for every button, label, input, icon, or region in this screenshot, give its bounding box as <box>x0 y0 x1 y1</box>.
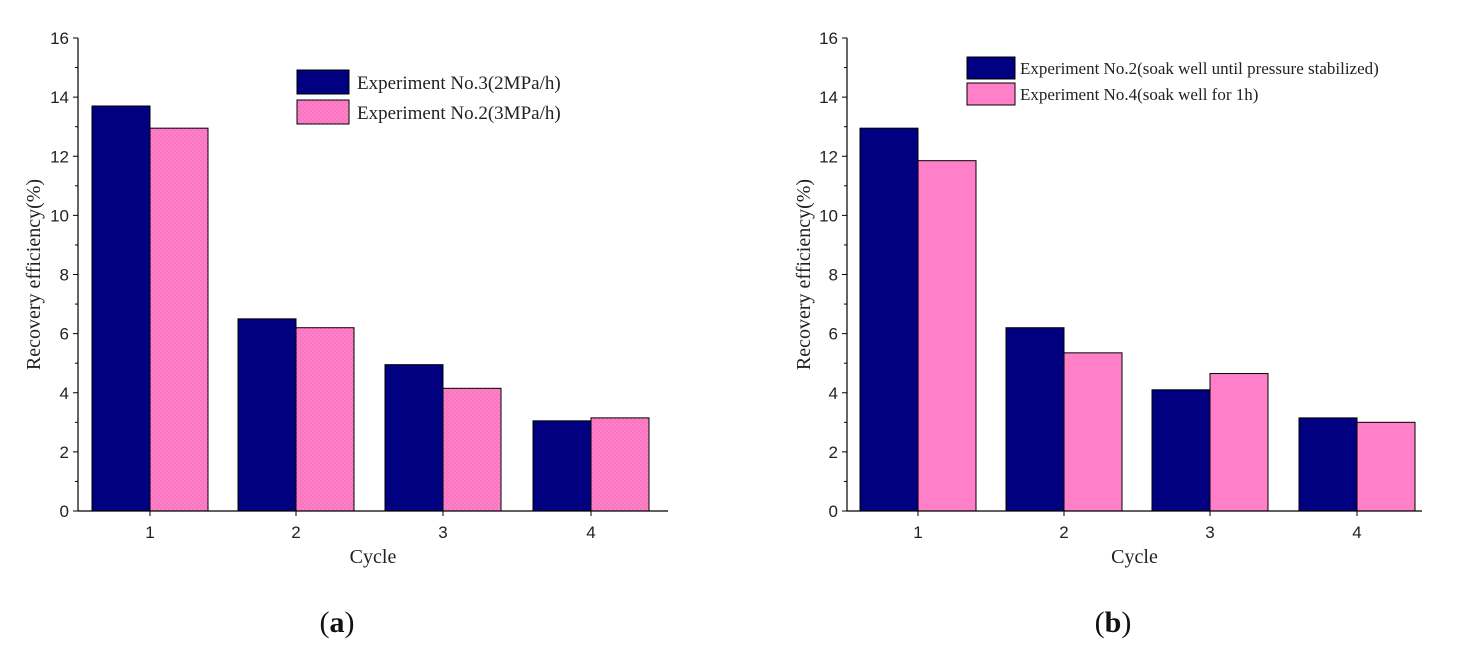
y-tick-label: 10 <box>50 206 69 225</box>
x-tick-label: 4 <box>1352 523 1361 542</box>
x-tick-label: 1 <box>913 523 922 542</box>
x-tick-label: 4 <box>586 523 595 542</box>
bar-series-1-cycle-3 <box>384 364 444 512</box>
legend-swatch-2 <box>966 82 1016 106</box>
y-tick-label: 0 <box>829 502 838 521</box>
y-tick-label: 2 <box>60 443 69 462</box>
x-tick-label: 2 <box>291 523 300 542</box>
legend-label-2: Experiment No.2(3MPa/h) <box>357 103 561 124</box>
bar-series-1-cycle-4 <box>532 420 592 512</box>
y-tick-label: 16 <box>819 29 838 48</box>
bar-series-2-cycle-1 <box>917 160 977 512</box>
y-tick-label: 10 <box>819 206 838 225</box>
panel-letter-b: b <box>1105 606 1122 639</box>
legend-swatch-1 <box>966 56 1016 80</box>
y-tick-label: 14 <box>50 88 69 107</box>
bar-series-2-cycle-2 <box>295 327 355 512</box>
bar-series-2-cycle-4 <box>1356 421 1416 512</box>
y-tick-label: 0 <box>60 502 69 521</box>
legend-swatch-2 <box>296 99 350 125</box>
bar-series-2-cycle-3 <box>1209 373 1269 512</box>
x-tick-label: 3 <box>1205 523 1214 542</box>
y-tick-label: 12 <box>50 147 69 166</box>
y-tick-label: 6 <box>829 325 838 344</box>
x-tick-label: 1 <box>145 523 154 542</box>
panel-caption-a: (a) <box>320 606 355 639</box>
bars-group <box>859 127 1416 512</box>
panel-caption-b: (b) <box>1095 606 1132 639</box>
y-tick-label: 2 <box>829 443 838 462</box>
y-tick-label: 4 <box>829 384 838 403</box>
bar-series-1-cycle-2 <box>237 318 297 512</box>
bar-series-1-cycle-3 <box>1151 389 1211 512</box>
x-tick-label: 2 <box>1059 523 1068 542</box>
y-tick-label: 8 <box>60 266 69 285</box>
y-tick-label: 8 <box>829 266 838 285</box>
bar-series-1-cycle-1 <box>91 105 151 512</box>
y-tick-label: 14 <box>819 88 838 107</box>
legend: Experiment No.2(soak well until pressure… <box>966 56 1379 106</box>
bar-series-2-cycle-1 <box>149 127 209 512</box>
legend: Experiment No.3(2MPa/h) Experiment No.2(3… <box>296 69 561 125</box>
y-tick-label: 6 <box>60 325 69 344</box>
bar-series-2-cycle-3 <box>442 387 502 512</box>
y-tick-label: 16 <box>50 29 69 48</box>
bar-series-1-cycle-1 <box>859 127 919 512</box>
bar-series-2-cycle-4 <box>590 417 650 512</box>
bars-group <box>91 105 650 512</box>
bar-series-1-cycle-4 <box>1298 417 1358 512</box>
y-axis-title: Recovery efficiency(%) <box>793 179 815 370</box>
x-axis-title: Cycle <box>350 546 397 568</box>
panel-letter-a: a <box>330 606 345 639</box>
bar-series-1-cycle-2 <box>1005 327 1065 512</box>
x-tick-label: 3 <box>438 523 447 542</box>
x-axis-title: Cycle <box>1111 546 1158 568</box>
y-axis-title: Recovery efficiency(%) <box>23 179 45 370</box>
legend-label-1: Experiment No.3(2MPa/h) <box>357 73 561 94</box>
legend-label-1: Experiment No.2(soak well until pressure… <box>1020 59 1379 78</box>
y-tick-label: 12 <box>819 147 838 166</box>
y-tick-label: 4 <box>60 384 69 403</box>
legend-swatch-1 <box>296 69 350 95</box>
legend-label-2: Experiment No.4(soak well for 1h) <box>1020 85 1258 104</box>
bar-series-2-cycle-2 <box>1063 352 1123 512</box>
